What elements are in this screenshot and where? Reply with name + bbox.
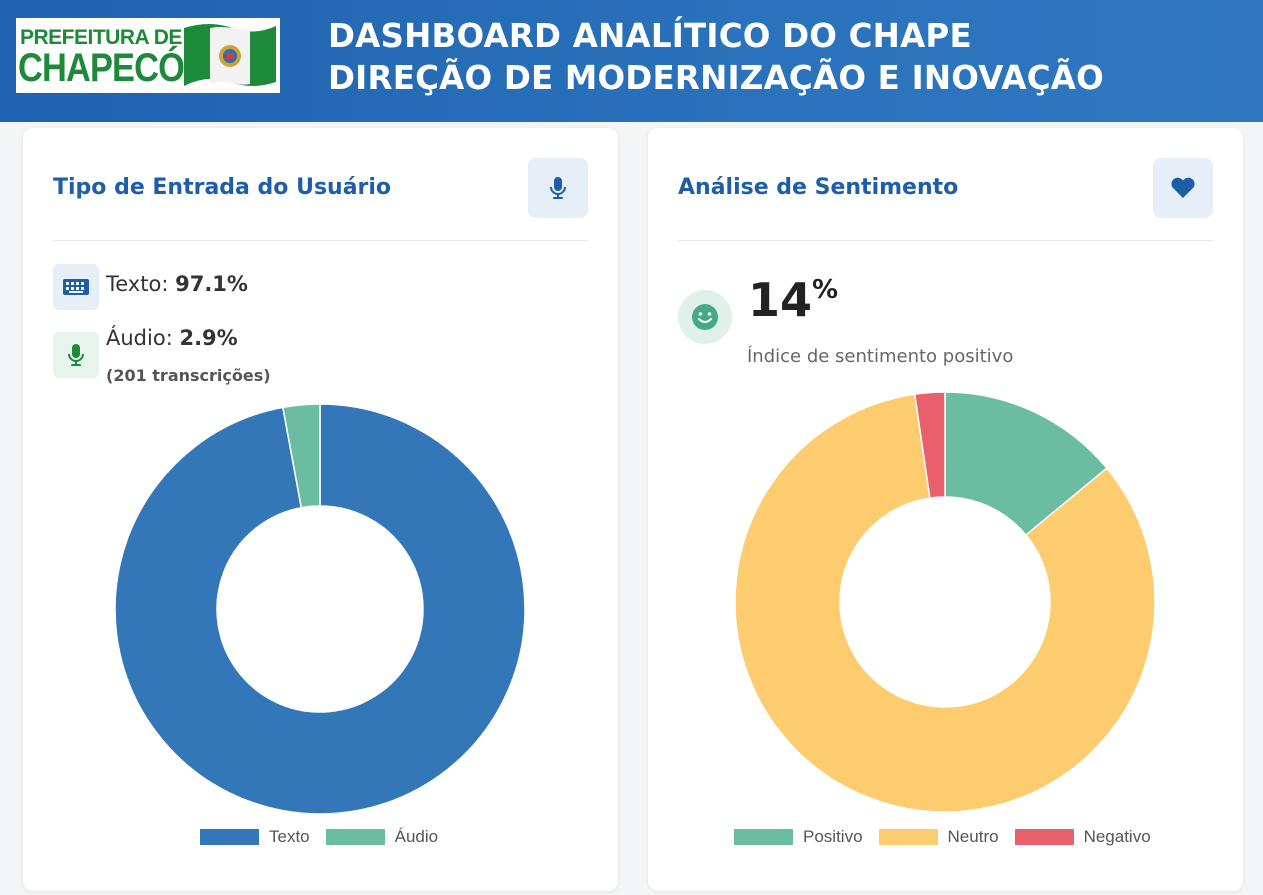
divider xyxy=(53,240,588,241)
microphone-icon xyxy=(68,344,84,366)
positive-score-unit: % xyxy=(812,275,839,305)
card-title: Tipo de Entrada do Usuário xyxy=(53,175,392,200)
slice-negativo[interactable] xyxy=(913,391,946,499)
legend-label-neutro: Neutro xyxy=(947,827,999,846)
legend-item-texto[interactable]: Texto xyxy=(200,827,310,847)
legend-swatch-negativo xyxy=(1014,829,1074,845)
sentiment-donut-chart xyxy=(734,391,1156,813)
input-type-card: Tipo de Entrada do Usuário Texto: 97.1% xyxy=(23,128,618,891)
audio-stat: Áudio: 2.9% xyxy=(53,326,238,378)
keyboard-icon-box xyxy=(53,264,99,310)
input-type-donut-chart xyxy=(114,403,526,815)
microphone-button[interactable] xyxy=(528,158,588,218)
positive-score-caption: Índice de sentimento positivo xyxy=(747,346,1014,367)
keyboard-icon xyxy=(63,279,89,295)
sentiment-legend: Positivo Neutro Negativo xyxy=(734,827,1151,847)
audio-label: Áudio: xyxy=(106,326,173,350)
legend-label-audio: Áudio xyxy=(394,827,439,846)
texto-stat: Texto: 97.1% xyxy=(53,264,248,310)
prefeitura-logo: PREFEITURA DE CHAPECÓ xyxy=(16,18,280,93)
department-title: DIREÇÃO DE MODERNIZAÇÃO E INOVAÇÃO xyxy=(328,59,1104,97)
divider xyxy=(678,240,1213,241)
header-titles: DASHBOARD ANALÍTICO DO CHAPE DIREÇÃO DE … xyxy=(328,15,1104,99)
slice-texto[interactable] xyxy=(114,403,526,815)
legend-swatch-audio xyxy=(325,829,385,845)
legend-item-neutro[interactable]: Neutro xyxy=(878,827,999,847)
input-legend: Texto Áudio xyxy=(200,827,438,847)
legend-swatch-texto xyxy=(200,829,259,845)
legend-label-texto: Texto xyxy=(269,827,310,846)
audio-icon-box xyxy=(53,332,99,378)
heart-icon xyxy=(1171,177,1195,198)
dashboard-title: DASHBOARD ANALÍTICO DO CHAPE xyxy=(328,17,972,55)
slice-audio[interactable] xyxy=(281,403,321,509)
smile-icon xyxy=(692,304,718,330)
audio-stat-text: Áudio: 2.9% xyxy=(106,326,238,350)
card-title: Análise de Sentimento xyxy=(678,175,959,200)
slice-positivo[interactable] xyxy=(944,391,1108,537)
legend-label-positivo: Positivo xyxy=(803,827,863,846)
legend-item-audio[interactable]: Áudio xyxy=(325,827,439,847)
legend-swatch-positivo xyxy=(734,829,793,845)
legend-label-negativo: Negativo xyxy=(1083,827,1151,846)
texto-label: Texto: xyxy=(106,272,169,296)
audio-value: 2.9% xyxy=(179,326,238,350)
texto-value: 97.1% xyxy=(175,272,248,296)
logo-line1: PREFEITURA DE xyxy=(20,26,182,49)
positive-score-value: 14 xyxy=(748,273,813,327)
flag-icon xyxy=(184,24,276,86)
microphone-icon xyxy=(550,177,566,199)
audio-transcriptions: (201 transcrições) xyxy=(106,366,271,385)
smile-icon-circle xyxy=(678,290,732,344)
legend-swatch-neutro xyxy=(878,829,938,845)
texto-stat-text: Texto: 97.1% xyxy=(106,272,248,296)
positive-score: 14% xyxy=(748,273,838,327)
app-header: PREFEITURA DE CHAPECÓ DASHBOARD ANALÍTIC… xyxy=(0,0,1263,122)
heart-button[interactable] xyxy=(1153,158,1213,218)
slice-neutro[interactable] xyxy=(734,393,1156,813)
logo-line2: CHAPECÓ xyxy=(18,46,185,90)
legend-item-negativo[interactable]: Negativo xyxy=(1014,827,1151,847)
sentiment-card: Análise de Sentimento 14% Índice de sent… xyxy=(648,128,1243,891)
legend-item-positivo[interactable]: Positivo xyxy=(734,827,863,847)
